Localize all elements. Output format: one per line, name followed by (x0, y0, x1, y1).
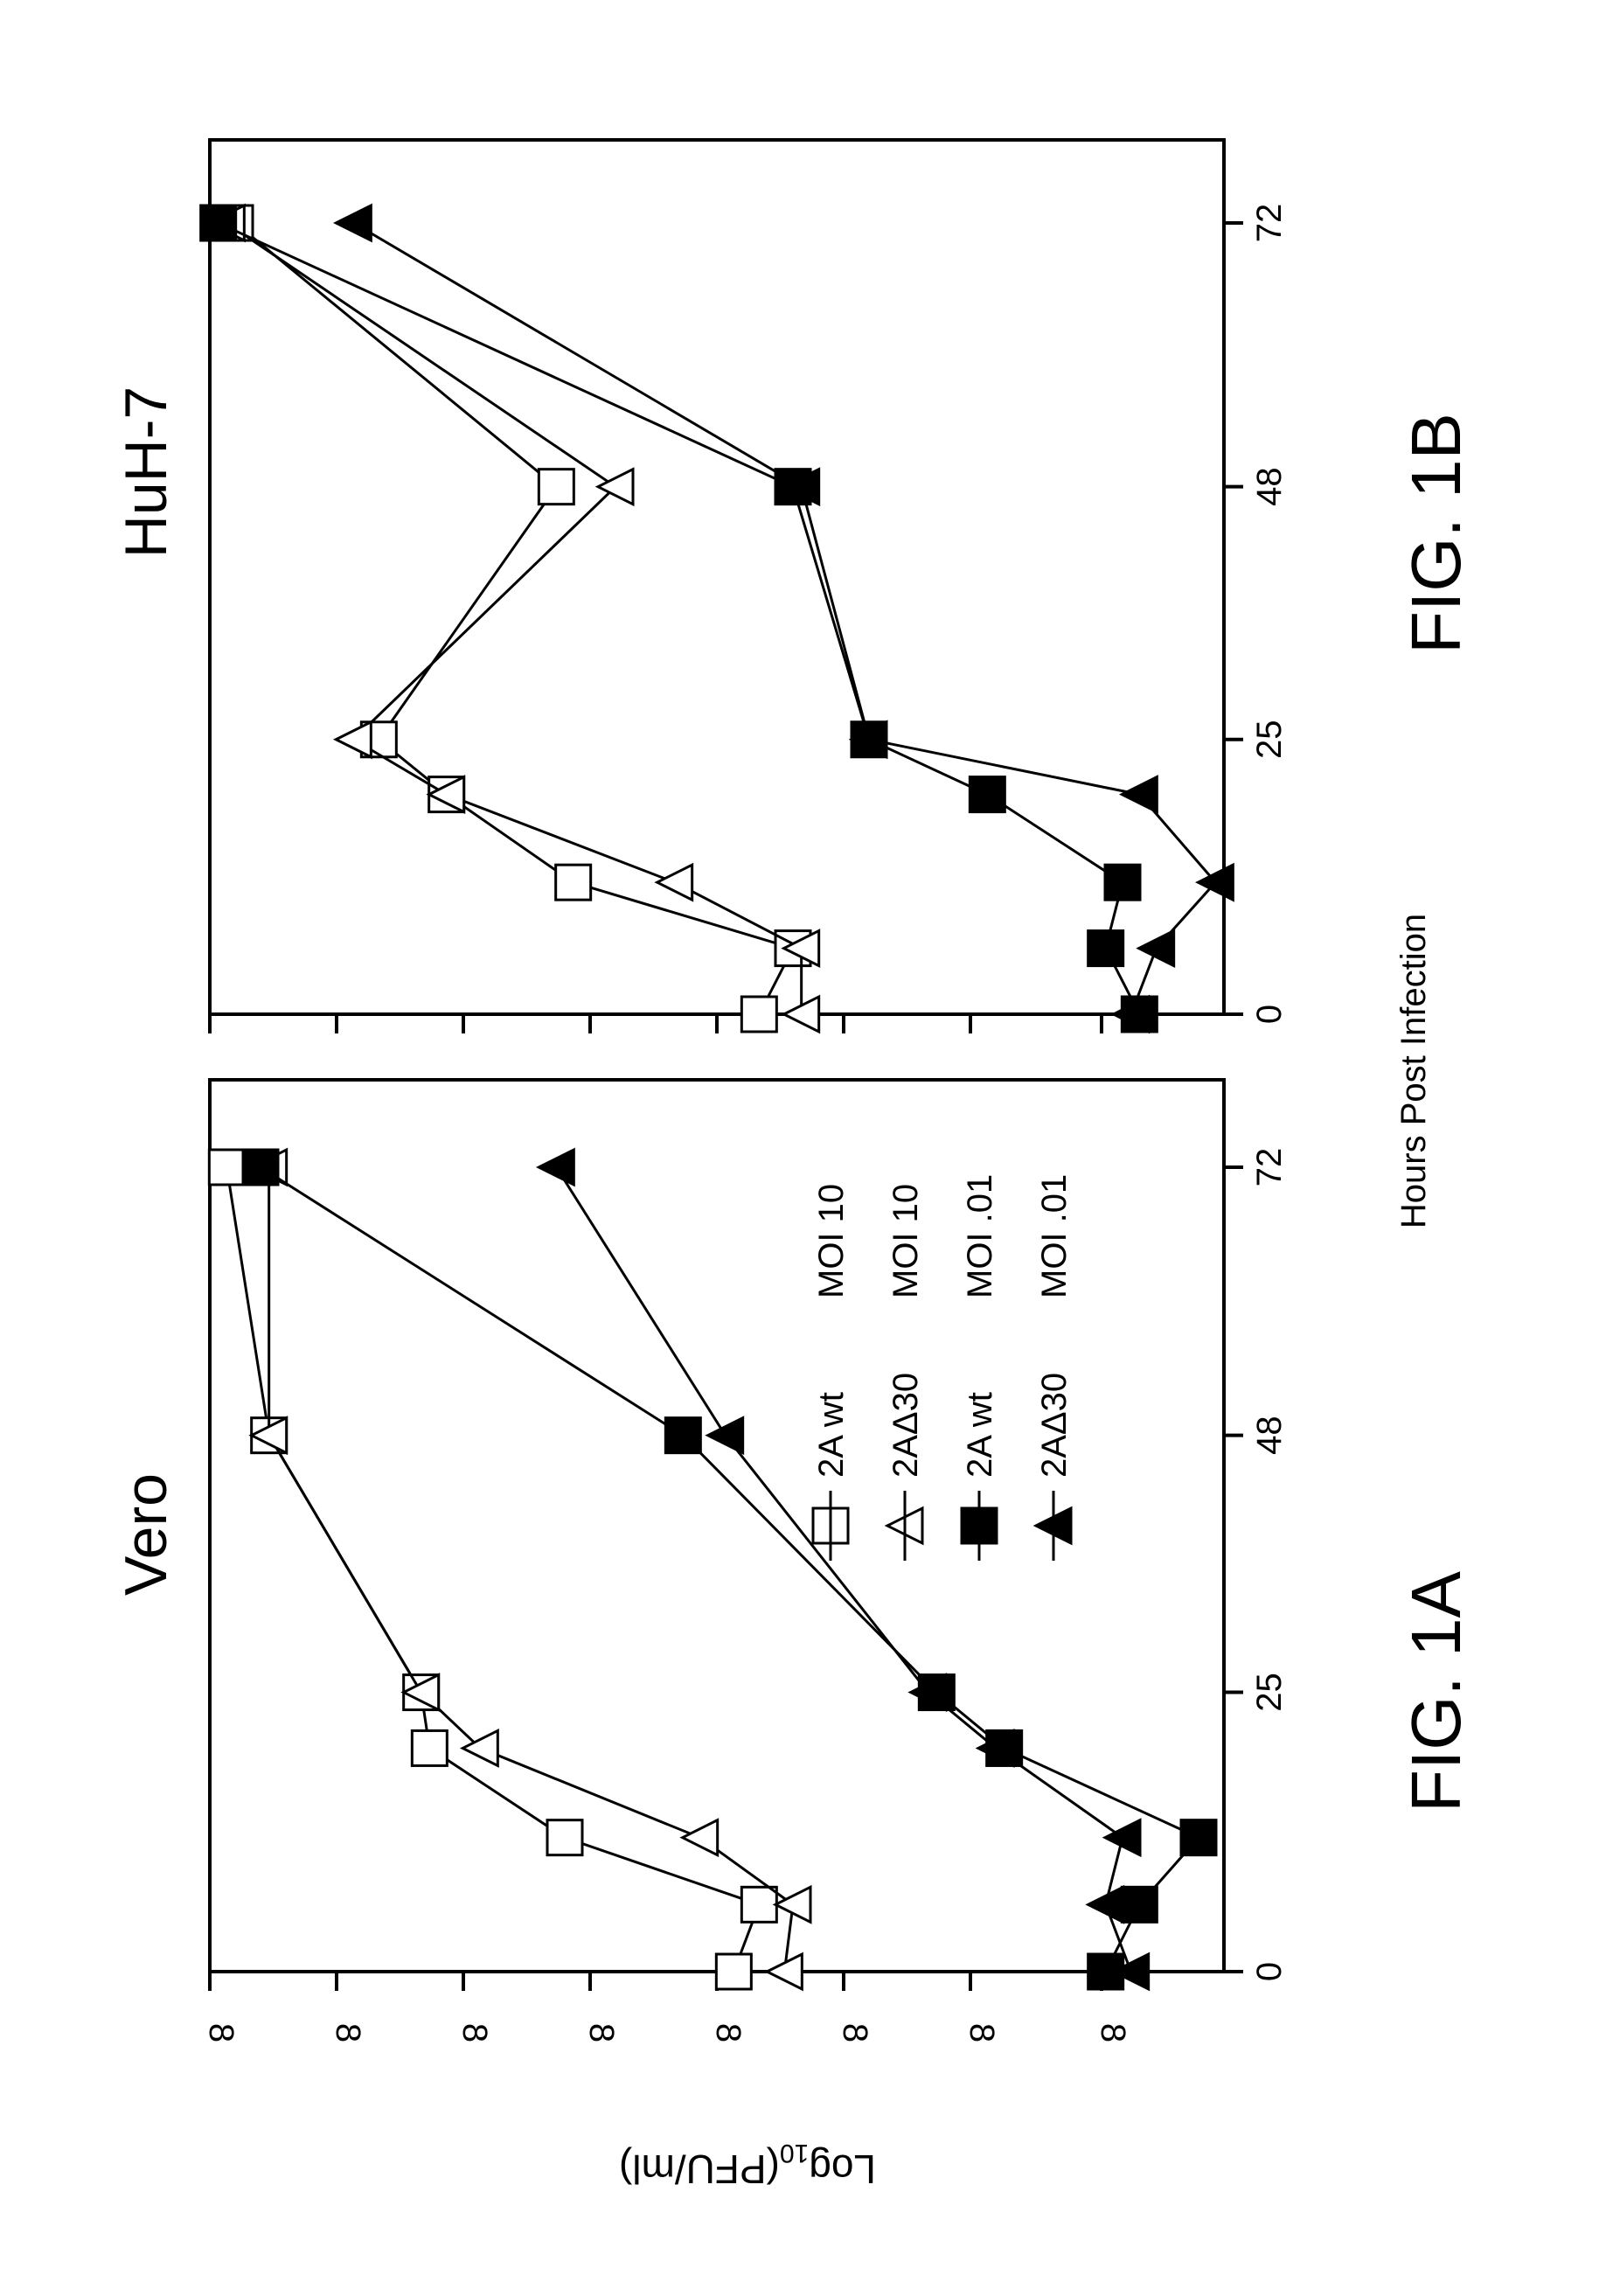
legend-series-name: 2A wt (812, 1392, 851, 1478)
y-tick-label: 8 (455, 2023, 494, 2042)
y-axis-label: Log10(PFU/ml) (619, 2139, 876, 2192)
data-point (412, 1730, 447, 1765)
figure-caption-1b: FIG. 1B (1397, 413, 1475, 654)
y-axis-label-main: Log (809, 2146, 876, 2192)
x-axis-label: Hours Post Infection (1394, 914, 1433, 1228)
legend-moi: MOI .01 (1035, 1174, 1074, 1298)
data-point (547, 1820, 582, 1855)
legend-series-name: 2A wt (961, 1392, 999, 1478)
data-point (243, 1150, 278, 1185)
legend-moi: MOI .01 (961, 1174, 999, 1298)
data-point (970, 777, 1005, 812)
data-point (716, 1954, 751, 1989)
data-point (741, 997, 776, 1032)
y-tick-label: 8 (709, 2023, 747, 2042)
y-tick-label: 8 (202, 2023, 240, 2042)
panel-title-huh7: HuH-7 (113, 386, 179, 559)
y-tick-label: 8 (582, 2023, 621, 2042)
y-tick-label: 8 (963, 2023, 1001, 2042)
svg-text:Log10(PFU/ml): Log10(PFU/ml) (619, 2139, 876, 2192)
data-point (556, 865, 591, 900)
data-point (201, 205, 236, 240)
x-tick-label: 25 (1250, 1673, 1289, 1712)
y-axis-label-subscript: 10 (780, 2139, 809, 2167)
legend-moi: MOI 10 (812, 1184, 851, 1298)
y-tick-label: 8 (1094, 2023, 1132, 2042)
x-tick-label: 48 (1250, 467, 1289, 506)
data-point (1088, 931, 1123, 966)
legend-series-name: 2AΔ30 (1035, 1373, 1074, 1478)
x-tick-label: 72 (1250, 204, 1289, 243)
y-tick-label: 8 (329, 2023, 367, 2042)
y-tick-label: 8 (836, 2023, 874, 2042)
x-tick-label: 0 (1250, 1962, 1289, 1981)
figure-caption-1a: FIG. 1A (1397, 1571, 1475, 1812)
data-point (209, 1150, 244, 1185)
data-point (665, 1418, 700, 1453)
x-tick-label: 25 (1250, 720, 1289, 760)
y-axis-label-units: (PFU/ml) (619, 2146, 780, 2192)
data-point (1105, 865, 1140, 900)
data-point (539, 470, 574, 504)
data-point (1122, 1887, 1157, 1922)
data-point (741, 1887, 776, 1922)
x-tick-label: 72 (1250, 1148, 1289, 1187)
x-tick-label: 48 (1250, 1416, 1289, 1455)
legend-series-name: 2AΔ30 (886, 1373, 925, 1478)
x-tick-label: 0 (1250, 1005, 1289, 1024)
panel-title-vero: Vero (113, 1473, 179, 1596)
data-point (1181, 1820, 1216, 1855)
legend-moi: MOI 10 (886, 1184, 925, 1298)
